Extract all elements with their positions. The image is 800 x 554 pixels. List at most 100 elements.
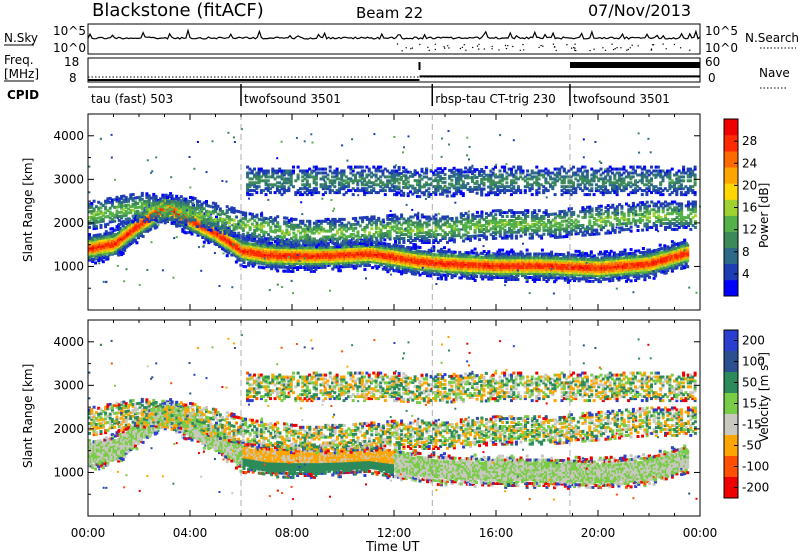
nsearch-label: N.Search — [745, 31, 799, 45]
power-cell — [89, 258, 93, 262]
power-cell — [641, 247, 645, 250]
nsearch-point — [593, 48, 595, 50]
nsky-trace — [87, 28, 701, 40]
power-cell — [88, 233, 91, 237]
power-cell — [94, 249, 98, 253]
nsearch-point — [491, 45, 493, 48]
nsearch-point — [627, 48, 629, 51]
nsearch-point — [637, 45, 639, 47]
power-cell — [605, 250, 609, 254]
power-cell — [296, 266, 300, 269]
nsearch-point — [611, 43, 613, 45]
nsearch-point — [427, 46, 429, 48]
nsearch-point — [405, 47, 407, 49]
power-cell — [100, 248, 104, 252]
nsearch-point — [434, 48, 436, 51]
nsearch-point — [483, 48, 485, 50]
power-cell — [498, 248, 501, 252]
freq-tick-high: 18 — [64, 55, 79, 69]
nsearch-point — [498, 49, 500, 51]
nsearch-point — [396, 43, 399, 45]
cpid-segment-label: twofsound 3501 — [244, 92, 341, 106]
power-cell — [127, 217, 130, 221]
power-cell — [92, 236, 96, 240]
nsearch-point — [626, 49, 628, 51]
power-cell — [550, 250, 554, 254]
nsearch-point — [540, 44, 542, 47]
power-cell — [566, 251, 570, 255]
power-cell — [513, 252, 517, 256]
power-cell — [190, 232, 194, 236]
power-cell — [88, 235, 91, 239]
nsky-panel — [87, 23, 701, 55]
power-cell — [131, 193, 135, 196]
nsearch-point — [491, 48, 493, 50]
power-cell — [92, 199, 96, 203]
power-cell — [686, 243, 690, 247]
power-cell — [482, 250, 486, 253]
power-cell — [660, 247, 664, 251]
nsearch-point — [443, 46, 445, 48]
nsearch-point — [629, 47, 631, 49]
nsearch-point — [554, 46, 556, 48]
power-cell — [91, 260, 95, 263]
power-echo-layer — [88, 128, 701, 295]
nsearch-point — [478, 48, 480, 50]
nsearch-point — [448, 47, 450, 49]
power-cell — [184, 231, 188, 235]
nsearch-point — [652, 44, 655, 46]
power-cell — [149, 227, 153, 231]
date-label: 07/Nov/2013 — [588, 1, 691, 20]
power-cell — [649, 250, 653, 254]
power-cell — [443, 246, 446, 250]
power-cell — [97, 259, 101, 262]
nsearch-point — [447, 45, 449, 47]
nsearch-point — [472, 46, 474, 49]
power-cell — [100, 242, 104, 246]
power-cell — [244, 265, 248, 269]
power-cell — [89, 236, 93, 240]
nsearch-point — [519, 49, 521, 52]
freq-panel — [87, 57, 701, 83]
nsearch-point — [461, 46, 464, 49]
power-cell — [262, 266, 266, 270]
nsearch-tick-low: 10^0 — [705, 41, 738, 55]
nsearch-point — [616, 47, 618, 49]
power-cell — [89, 244, 93, 248]
nsearch-point — [589, 49, 591, 52]
power-cell — [94, 238, 98, 241]
power-cell — [89, 248, 93, 252]
nsearch-point — [505, 47, 508, 50]
power-cell — [94, 243, 98, 247]
power-cell — [201, 236, 205, 239]
nsearch-point — [401, 50, 403, 52]
nsearch-point — [523, 49, 525, 51]
freq-tick-low: 8 — [69, 71, 77, 85]
nsearch-point — [507, 45, 509, 47]
power-cell — [99, 224, 103, 227]
power-cell — [672, 241, 676, 245]
nsearch-point — [419, 43, 421, 46]
power-cell — [371, 266, 375, 270]
power-cell — [113, 219, 117, 223]
nsearch-tick-high: 10^5 — [705, 24, 738, 38]
power-cell — [574, 277, 578, 281]
power-cell — [89, 250, 93, 254]
power-cell — [234, 260, 238, 264]
power-cell — [363, 268, 367, 271]
power-cell — [172, 197, 176, 201]
power-cell — [94, 247, 98, 251]
power-cell — [418, 246, 422, 249]
power-cell — [525, 248, 529, 252]
nsky-tick-high: 10^5 — [53, 24, 86, 38]
nsearch-point — [538, 46, 540, 49]
power-cell — [121, 251, 125, 255]
power-cell — [658, 243, 662, 247]
power-cell — [89, 238, 93, 242]
power-cell — [89, 240, 93, 244]
power-cell — [100, 238, 104, 242]
power-cell — [648, 275, 651, 279]
power-cell — [100, 252, 104, 256]
nsearch-point — [689, 49, 691, 51]
